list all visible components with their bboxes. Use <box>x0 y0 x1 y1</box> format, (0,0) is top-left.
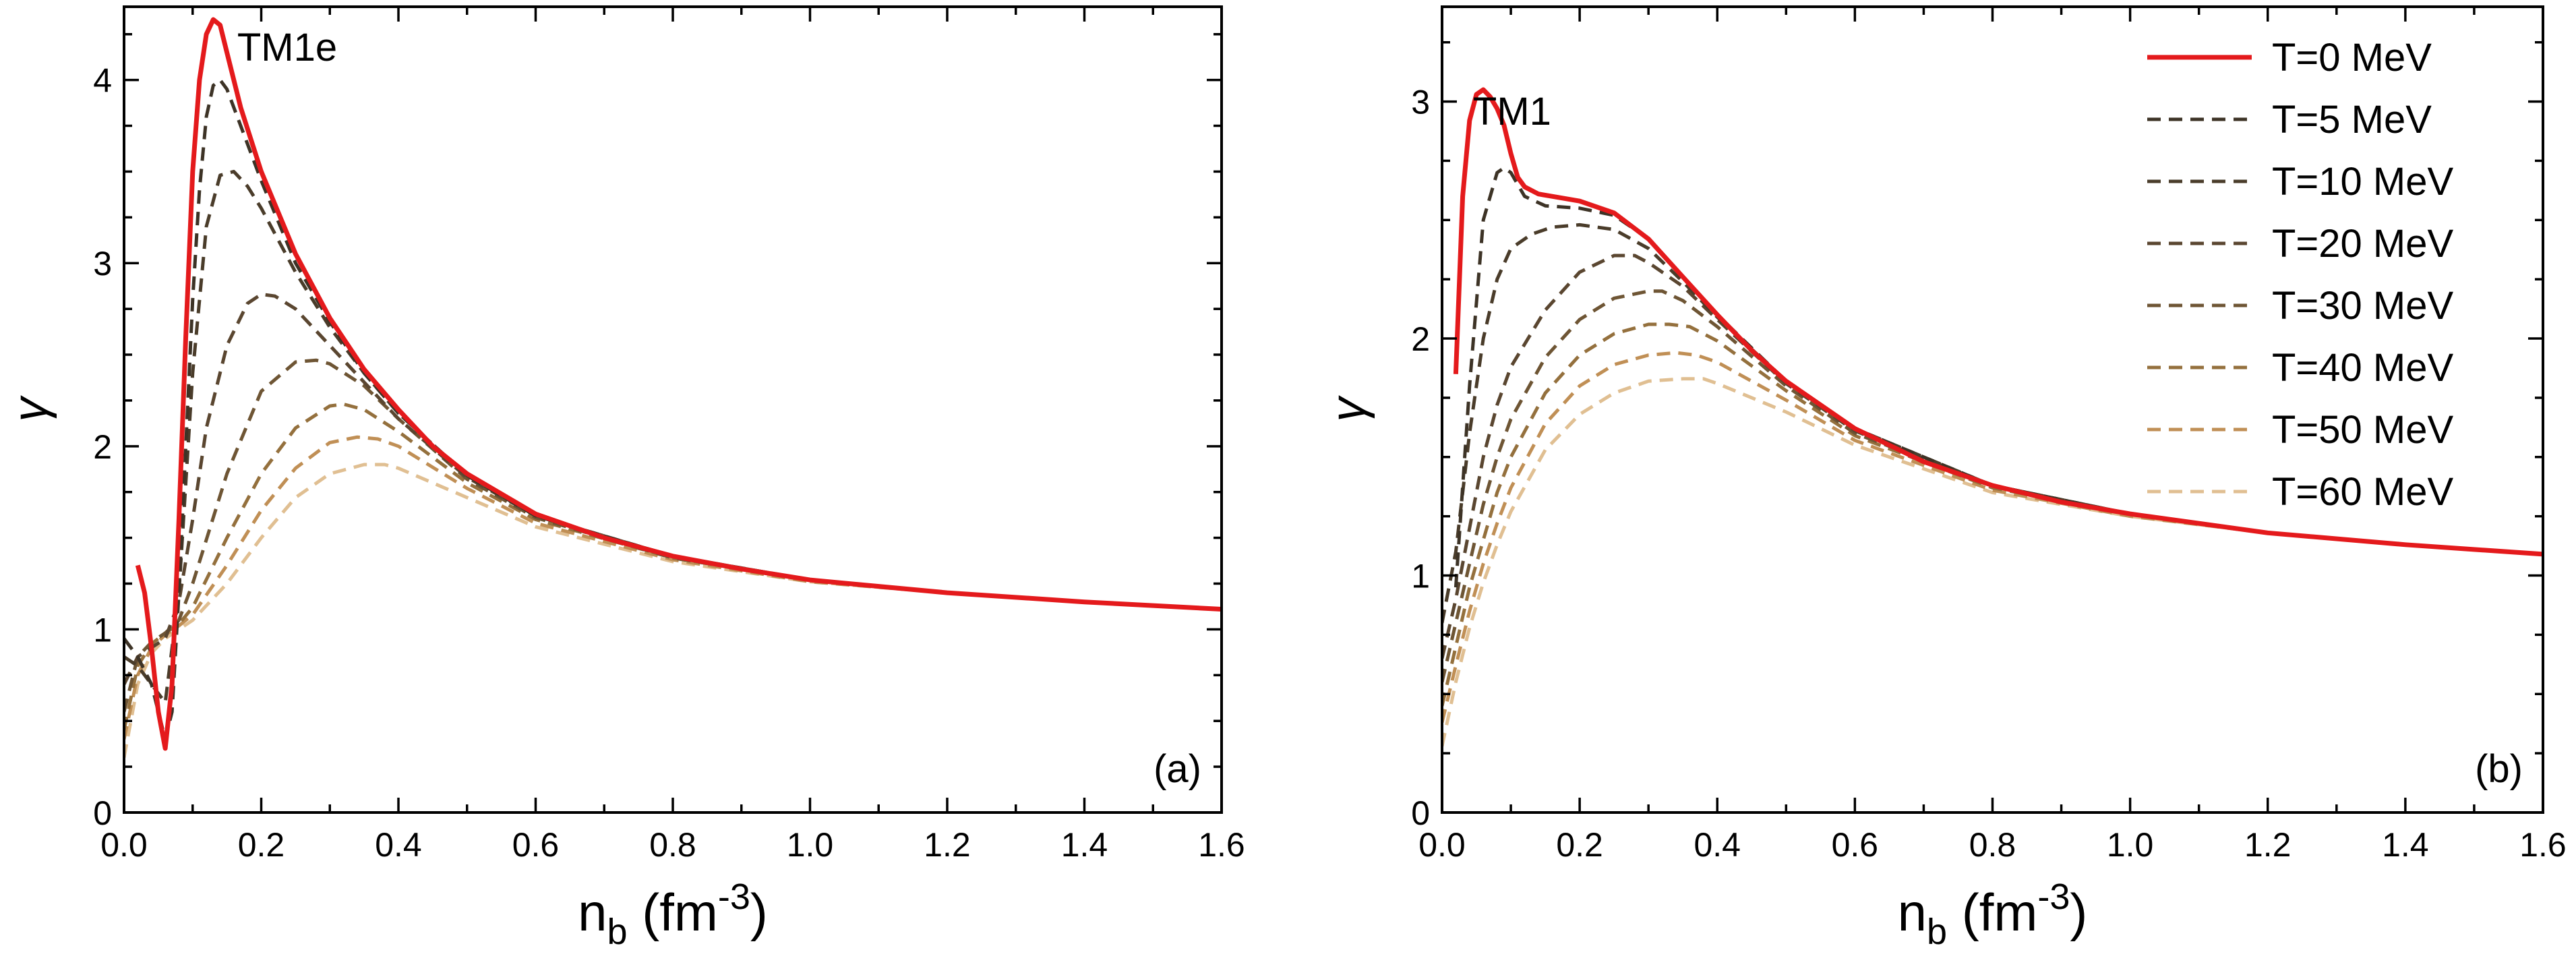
y-tick-label: 1 <box>1411 558 1430 595</box>
x-axis-title-part: n <box>578 883 607 942</box>
x-tick-label: 0.4 <box>1694 826 1741 864</box>
legend-label: T=60 MeV <box>2272 470 2453 514</box>
legend-label: T=50 MeV <box>2272 408 2453 452</box>
legend-label: T=5 MeV <box>2272 98 2432 142</box>
x-tick-label: 1.6 <box>1198 826 1245 864</box>
x-axis-title-part: ) <box>2070 883 2087 942</box>
series-line-t-10-mev <box>124 169 1222 705</box>
x-axis-title-part: ) <box>750 883 768 942</box>
x-tick-label: 0.6 <box>512 826 560 864</box>
legend-label: T=20 MeV <box>2272 222 2453 266</box>
panel-tag: (b) <box>2475 747 2523 791</box>
x-tick-label: 1.4 <box>2382 826 2429 864</box>
y-tick-label: 2 <box>1411 320 1430 358</box>
x-tick-label: 1.2 <box>924 826 971 864</box>
series-line-t-40-mev <box>124 402 1222 731</box>
series-group <box>124 17 1222 758</box>
panel-label: TM1 <box>1473 90 1551 134</box>
x-tick-label: 0.8 <box>1969 826 2016 864</box>
series-group <box>1442 87 2543 747</box>
x-tick-label: 0.8 <box>649 826 696 864</box>
legend-label: T=10 MeV <box>2272 160 2453 204</box>
x-tick-label: 1.0 <box>787 826 834 864</box>
series-line-t-0-mev <box>135 17 1222 751</box>
x-tick-label: 1.6 <box>2519 826 2567 864</box>
panel-label: TM1e <box>237 26 337 69</box>
y-tick-label: 0 <box>93 794 112 832</box>
y-tick-label: 1 <box>93 611 112 649</box>
series-line-t-30-mev <box>124 358 1222 713</box>
x-tick-label: 0.0 <box>1418 826 1466 864</box>
x-tick-label: 1.0 <box>2107 826 2154 864</box>
series-line-t-50-mev <box>124 435 1222 740</box>
legend: T=0 MeV T=5 MeV T=10 MeV T=20 MeV T=30 MeV T=… <box>2147 36 2453 514</box>
x-tick-label: 1.2 <box>2244 826 2292 864</box>
chart-panel-1: 0.0 0.2 0.4 0.6 0.8 1.0 1.2 1.4 1.6 0 1 2 3 4 γ nb (fm-… <box>3 5 1245 952</box>
x-tick-label: 0.2 <box>238 826 285 864</box>
x-axis-title: nb (fm-3) <box>578 877 768 952</box>
y-tick-label: 3 <box>1411 84 1430 121</box>
chart-panel-2: 0.0 0.2 0.4 0.6 0.8 1.0 1.2 1.4 1.6 0 1 2 3 γ nb (fm-3… <box>1321 5 2567 952</box>
series-line-t-5-mev <box>1454 166 2543 588</box>
y-axis-title: γ <box>3 395 57 422</box>
x-axis-title-part: n <box>1898 883 1927 942</box>
legend-label: T=40 MeV <box>2272 346 2453 390</box>
series-line-t-5-mev <box>124 78 1222 741</box>
x-axis-title-part: b <box>1927 912 1947 952</box>
x-axis-title: nb (fm-3) <box>1898 877 2088 952</box>
series-line-t-60-mev <box>124 463 1222 758</box>
x-tick-label: 1.4 <box>1061 826 1108 864</box>
y-tick-label: 3 <box>93 245 112 283</box>
x-axis-title-part: (fm <box>1947 883 2037 942</box>
x-tick-label: 0.6 <box>1832 826 1879 864</box>
y-axis-title: γ <box>1321 395 1375 422</box>
y-tick-label: 2 <box>93 428 112 466</box>
series-line-t-60-mev <box>1442 377 2543 747</box>
y-tick-label: 0 <box>1411 794 1430 832</box>
x-axis-title-part: -3 <box>718 877 750 917</box>
x-axis-title-part: b <box>607 912 628 952</box>
x-tick-label: 0.0 <box>100 826 148 864</box>
series-line-t-30-mev <box>1442 289 2543 683</box>
legend-label: T=0 MeV <box>2272 36 2432 80</box>
series-line-t-0-mev <box>1453 87 2543 557</box>
x-tick-label: 0.2 <box>1556 826 1603 864</box>
legend-label: T=30 MeV <box>2272 284 2453 328</box>
x-axis-title-part: -3 <box>2037 877 2070 917</box>
plot-frame <box>123 5 1223 814</box>
series-line-t-20-mev <box>124 292 1222 686</box>
x-axis-title-part: (fm <box>628 883 718 942</box>
panel-tag: (a) <box>1154 747 1201 791</box>
x-tick-label: 0.4 <box>375 826 422 864</box>
y-tick-label: 4 <box>93 62 112 100</box>
